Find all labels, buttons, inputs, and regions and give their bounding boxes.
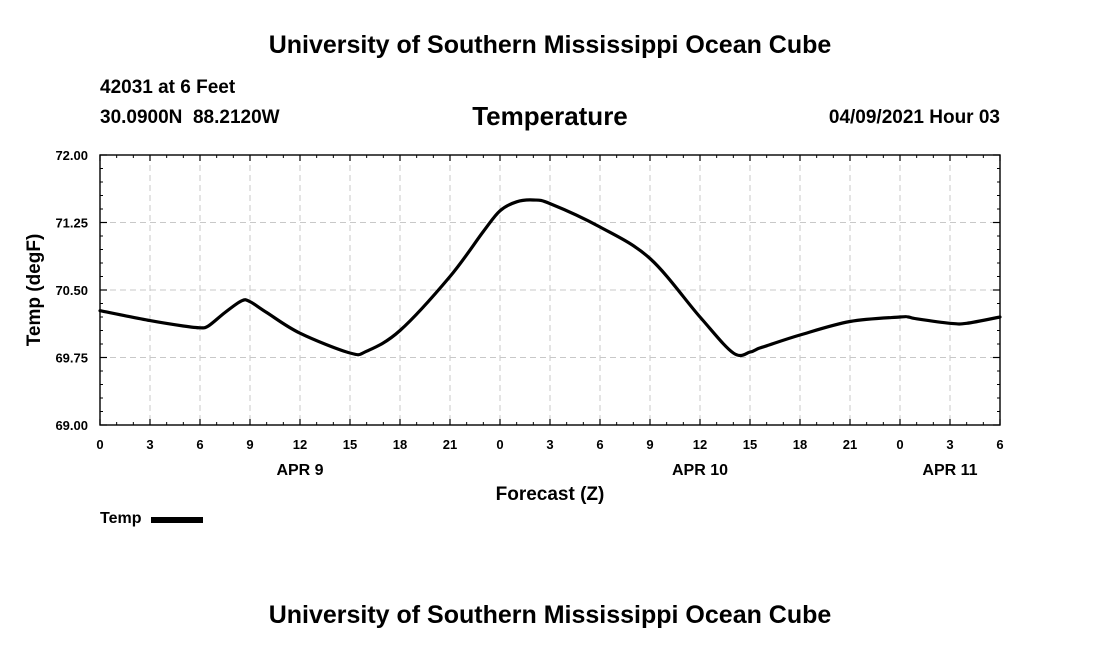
series-line-temp	[98, 198, 1002, 358]
x-tick-label: 6	[196, 437, 203, 452]
x-tick-label: 0	[496, 437, 503, 452]
y-tick-label: 69.75	[55, 351, 88, 366]
date-label: APR 9	[276, 462, 323, 479]
variable-title: Temperature	[472, 101, 628, 131]
x-tick-label: 21	[443, 437, 457, 452]
y-tick-label: 71.25	[55, 216, 88, 231]
y-tick-label: 72.00	[55, 148, 88, 163]
x-tick-label: 6	[996, 437, 1003, 452]
station-coordinates: 30.0900N 88.2120W	[100, 107, 280, 128]
x-tick-label: 21	[843, 437, 857, 452]
date-labels: APR 9 APR 10 APR 11	[276, 462, 977, 479]
x-tick-label: 9	[246, 437, 253, 452]
x-tick-label: 3	[946, 437, 953, 452]
y-axis-title: Temp (degF)	[24, 234, 45, 347]
x-tick-label: 15	[743, 437, 757, 452]
x-tick-label: 3	[146, 437, 153, 452]
x-tick-label: 12	[293, 437, 307, 452]
x-tick-label: 0	[896, 437, 903, 452]
chart-title-bottom: University of Southern Mississippi Ocean…	[268, 601, 832, 629]
date-label: APR 11	[922, 462, 977, 479]
x-tick-label: 9	[646, 437, 653, 452]
chart-title-top: University of Southern Mississippi Ocean…	[268, 31, 832, 59]
x-tick-label: 6	[596, 437, 603, 452]
grid-lines	[100, 155, 1000, 425]
y-tick-label: 69.00	[55, 418, 88, 433]
station-label: 42031 at 6 Feet	[100, 77, 236, 98]
x-tick-label: 18	[793, 437, 807, 452]
x-tick-label: 0	[96, 437, 103, 452]
date-label: APR 10	[672, 462, 728, 479]
x-axis: 0 3 6 9 12 15 18 21 0 3 6 9 12 15 18 21 0 3 6	[96, 155, 1004, 452]
x-tick-label: 12	[693, 437, 707, 452]
x-tick-label: 18	[393, 437, 407, 452]
legend-label-temp: Temp	[100, 510, 142, 527]
x-tick-label: 3	[546, 437, 553, 452]
y-tick-label: 70.50	[55, 283, 88, 298]
forecast-datetime: 04/09/2021 Hour 03	[828, 107, 1000, 128]
legend-swatch-temp	[151, 517, 204, 523]
x-tick-label: 15	[343, 437, 357, 452]
y-axis: 72.00 71.25 70.50 69.75 69.00	[55, 148, 1000, 433]
x-axis-title: Forecast (Z)	[496, 484, 605, 505]
legend: Temp	[100, 510, 204, 528]
